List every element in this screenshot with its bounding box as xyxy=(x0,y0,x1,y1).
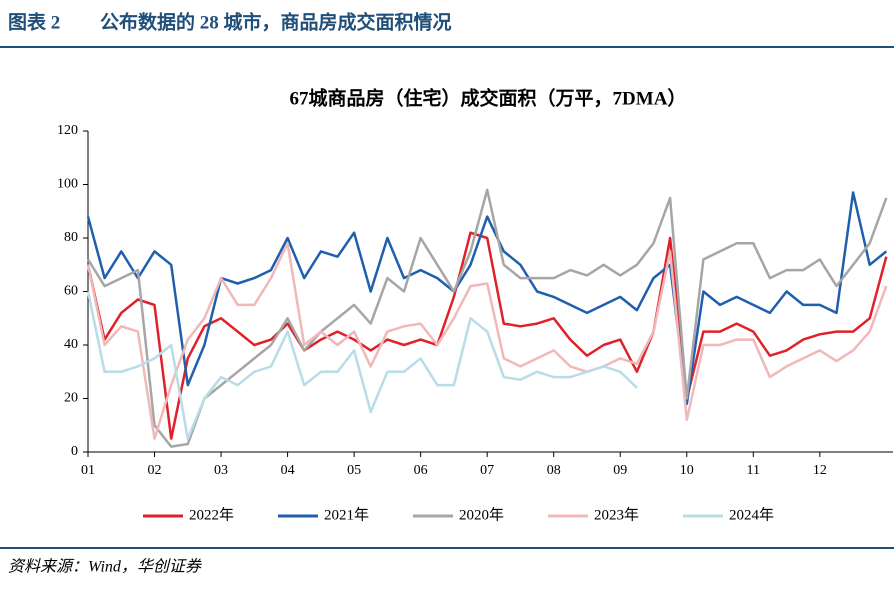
x-tick-label: 09 xyxy=(613,463,627,478)
x-tick-label: 06 xyxy=(414,463,428,478)
figure-label: 图表 2 xyxy=(8,10,60,33)
series-line xyxy=(86,242,888,440)
legend-label: 2020年 xyxy=(459,506,504,523)
x-tick-label: 04 xyxy=(281,463,295,478)
y-tick-label: 60 xyxy=(64,284,78,299)
legend-label: 2024年 xyxy=(729,506,774,523)
legend-label: 2023年 xyxy=(594,506,639,523)
y-tick-label: 20 xyxy=(64,391,78,406)
y-tick-label: 0 xyxy=(71,444,78,459)
x-tick-label: 11 xyxy=(747,463,760,478)
x-tick-label: 05 xyxy=(347,463,361,478)
figure-title: 公布数据的 28 城市，商品房成交面积情况 xyxy=(100,10,452,33)
x-tick-label: 02 xyxy=(148,463,162,478)
y-tick-label: 40 xyxy=(64,337,78,352)
chart-title: 67城商品房（住宅）成交面积（万平，7DMA） xyxy=(290,86,687,109)
x-tick-label: 07 xyxy=(480,463,494,478)
legend-label: 2022年 xyxy=(189,506,234,523)
y-tick-label: 80 xyxy=(64,230,78,245)
series-line xyxy=(86,231,888,440)
x-tick-label: 08 xyxy=(547,463,561,478)
y-tick-label: 120 xyxy=(57,123,78,138)
legend-label: 2021年 xyxy=(324,506,369,523)
y-tick-label: 100 xyxy=(57,177,78,192)
x-tick-label: 03 xyxy=(214,463,228,478)
x-tick-label: 10 xyxy=(680,463,694,478)
x-tick-label: 01 xyxy=(81,463,95,478)
series-line xyxy=(86,291,638,440)
series-line xyxy=(86,188,888,448)
x-tick-label: 12 xyxy=(813,463,827,478)
source-note: 资料来源：Wind，华创证券 xyxy=(8,558,203,576)
